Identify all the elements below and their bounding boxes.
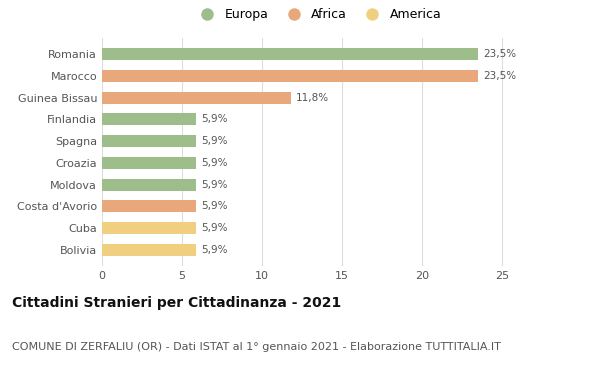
Bar	[102, 135, 196, 147]
Bar	[102, 114, 196, 125]
Bar	[102, 244, 196, 256]
Text: 5,9%: 5,9%	[201, 114, 228, 124]
Text: 5,9%: 5,9%	[201, 223, 228, 233]
Text: 23,5%: 23,5%	[483, 71, 516, 81]
Bar	[102, 200, 196, 212]
Bar	[102, 70, 478, 82]
Bar	[102, 92, 291, 104]
Bar	[102, 179, 196, 190]
Bar	[102, 157, 196, 169]
Text: 5,9%: 5,9%	[201, 180, 228, 190]
Text: Cittadini Stranieri per Cittadinanza - 2021: Cittadini Stranieri per Cittadinanza - 2…	[12, 296, 341, 310]
Text: 5,9%: 5,9%	[201, 201, 228, 211]
Bar	[102, 48, 478, 60]
Text: 5,9%: 5,9%	[201, 136, 228, 146]
Text: 5,9%: 5,9%	[201, 158, 228, 168]
Legend: Europa, Africa, America: Europa, Africa, America	[190, 3, 446, 26]
Text: COMUNE DI ZERFALIU (OR) - Dati ISTAT al 1° gennaio 2021 - Elaborazione TUTTITALI: COMUNE DI ZERFALIU (OR) - Dati ISTAT al …	[12, 342, 501, 352]
Text: 5,9%: 5,9%	[201, 245, 228, 255]
Text: 11,8%: 11,8%	[296, 93, 329, 103]
Text: 23,5%: 23,5%	[483, 49, 516, 59]
Bar	[102, 222, 196, 234]
